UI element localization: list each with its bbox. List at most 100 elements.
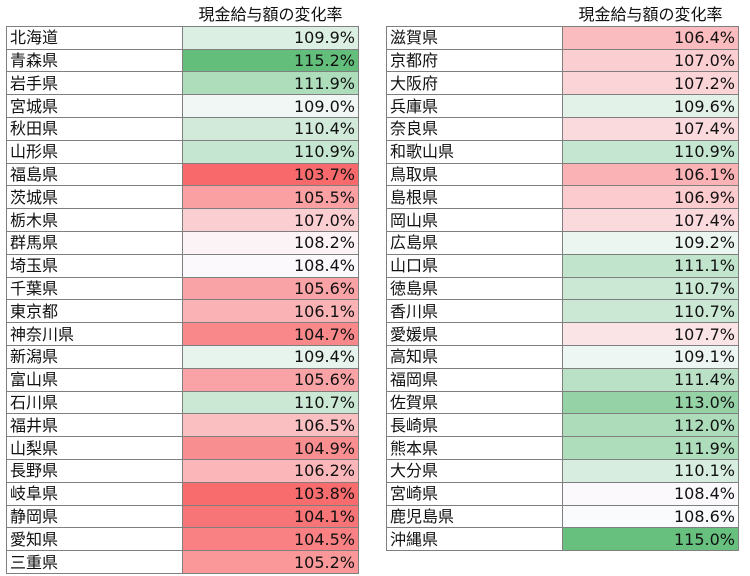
prefecture-cell: 茨城県	[6, 185, 183, 210]
table-row: 北海道 109.9%	[6, 25, 359, 50]
table-row: 宮崎県 108.4%	[386, 481, 739, 506]
prefecture-cell: 福岡県	[386, 367, 563, 392]
prefecture-cell: 大分県	[386, 458, 563, 483]
prefecture-cell: 徳島県	[386, 276, 563, 301]
table-row: 栃木県 107.0%	[6, 208, 359, 232]
table-row: 富山県 105.6%	[6, 367, 359, 392]
table-row: 滋賀県 106.4%	[386, 25, 739, 50]
change-rate-cell: 112.0%	[562, 413, 739, 438]
table-row: 大阪府 107.2%	[386, 71, 739, 96]
prefecture-cell: 宮城県	[6, 94, 183, 118]
change-rate-cell: 109.0%	[182, 94, 359, 118]
table-row: 和歌山県 110.9%	[386, 139, 739, 164]
table-row: 三重県 105.2%	[6, 550, 359, 574]
table-row: 兵庫県 109.6%	[386, 94, 739, 118]
change-rate-cell: 108.4%	[182, 253, 359, 278]
change-rate-cell: 103.7%	[182, 162, 359, 187]
prefecture-cell: 京都府	[386, 48, 563, 73]
prefecture-cell: 沖縄県	[386, 527, 563, 552]
prefecture-cell: 富山県	[6, 367, 183, 392]
table-row: 大分県 110.1%	[386, 458, 739, 483]
change-rate-cell: 111.1%	[562, 253, 739, 278]
table-row: 群馬県 108.2%	[6, 230, 359, 255]
prefecture-cell: 熊本県	[386, 436, 563, 460]
prefecture-cell: 埼玉県	[6, 253, 183, 278]
change-rate-cell: 105.6%	[182, 367, 359, 392]
prefecture-cell: 島根県	[386, 185, 563, 210]
change-rate-cell: 113.0%	[562, 390, 739, 415]
change-rate-cell: 106.1%	[182, 299, 359, 324]
change-rate-cell: 107.4%	[562, 116, 739, 141]
column-header: 現金給与額の変化率	[198, 5, 343, 25]
change-rate-cell: 103.8%	[182, 481, 359, 506]
table-row: 愛媛県 107.7%	[386, 322, 739, 346]
prefecture-cell: 高知県	[386, 344, 563, 369]
table-row: 香川県 110.7%	[386, 299, 739, 324]
change-rate-cell: 115.2%	[182, 48, 359, 73]
prefecture-cell: 福島県	[6, 162, 183, 187]
table-row: 熊本県 111.9%	[386, 436, 739, 460]
table-row: 新潟県 109.4%	[6, 344, 359, 369]
table-row: 佐賀県 113.0%	[386, 390, 739, 415]
change-rate-cell: 110.7%	[562, 299, 739, 324]
change-rate-cell: 104.1%	[182, 504, 359, 529]
change-rate-cell: 107.0%	[562, 48, 739, 73]
table-row: 山梨県 104.9%	[6, 436, 359, 460]
change-rate-cell: 109.9%	[182, 25, 359, 50]
change-rate-cell: 106.4%	[562, 25, 739, 50]
prefecture-cell: 岩手県	[6, 71, 183, 96]
change-rate-cell: 111.9%	[182, 71, 359, 96]
table-row: 長野県 106.2%	[6, 458, 359, 483]
prefecture-cell: 長崎県	[386, 413, 563, 438]
prefecture-cell: 滋賀県	[386, 25, 563, 50]
change-rate-cell: 111.9%	[562, 436, 739, 460]
change-rate-cell: 106.2%	[182, 458, 359, 483]
prefecture-cell: 秋田県	[6, 116, 183, 141]
prefecture-cell: 大阪府	[386, 71, 563, 96]
blank-header-cell	[7, 4, 183, 26]
table-row: 石川県 110.7%	[6, 390, 359, 415]
blank-header-cell	[387, 4, 563, 26]
table-row: 岩手県 111.9%	[6, 71, 359, 96]
change-rate-cell: 115.0%	[562, 527, 739, 552]
change-rate-cell: 108.2%	[182, 230, 359, 255]
table-row: 千葉県 105.6%	[6, 276, 359, 301]
change-rate-cell: 106.5%	[182, 413, 359, 438]
change-rate-cell: 105.6%	[182, 276, 359, 301]
change-rate-cell: 105.5%	[182, 185, 359, 210]
change-rate-cell: 110.4%	[182, 116, 359, 141]
left-table: 現金給与額の変化率 北海道 109.9% 青森県 115.2% 岩手県 111.9% 宮城県…	[6, 4, 359, 574]
prefecture-cell: 東京都	[6, 299, 183, 324]
change-rate-cell: 109.1%	[562, 344, 739, 369]
prefecture-cell: 栃木県	[6, 208, 183, 232]
prefecture-cell: 岡山県	[386, 208, 563, 232]
prefecture-cell: 岐阜県	[6, 481, 183, 506]
prefecture-cell: 千葉県	[6, 276, 183, 301]
table-row: 愛知県 104.5%	[6, 527, 359, 552]
prefecture-cell: 鳥取県	[386, 162, 563, 187]
table-row: 奈良県 107.4%	[386, 116, 739, 141]
prefecture-cell: 福井県	[6, 413, 183, 438]
change-rate-cell: 111.4%	[562, 367, 739, 392]
table-row: 島根県 106.9%	[386, 185, 739, 210]
table-row: 静岡県 104.1%	[6, 504, 359, 529]
prefecture-cell: 山梨県	[6, 436, 183, 460]
table-row: 鹿児島県 108.6%	[386, 504, 739, 529]
header-row: 現金給与額の変化率	[7, 4, 359, 26]
table-row: 長崎県 112.0%	[386, 413, 739, 438]
prefecture-cell: 愛媛県	[386, 322, 563, 346]
table-row: 茨城県 105.5%	[6, 185, 359, 210]
change-rate-cell: 109.4%	[182, 344, 359, 369]
table-row: 埼玉県 108.4%	[6, 253, 359, 278]
change-rate-cell: 108.6%	[562, 504, 739, 529]
table-row: 宮城県 109.0%	[6, 94, 359, 118]
table-row: 福井県 106.5%	[6, 413, 359, 438]
prefecture-cell: 静岡県	[6, 504, 183, 529]
column-header: 現金給与額の変化率	[578, 5, 723, 25]
change-rate-cell: 108.4%	[562, 481, 739, 506]
prefecture-cell: 山形県	[6, 139, 183, 164]
change-rate-cell: 107.0%	[182, 208, 359, 232]
table-row: 広島県 109.2%	[386, 230, 739, 255]
change-rate-cell: 109.6%	[562, 94, 739, 118]
change-rate-cell: 104.7%	[182, 322, 359, 346]
